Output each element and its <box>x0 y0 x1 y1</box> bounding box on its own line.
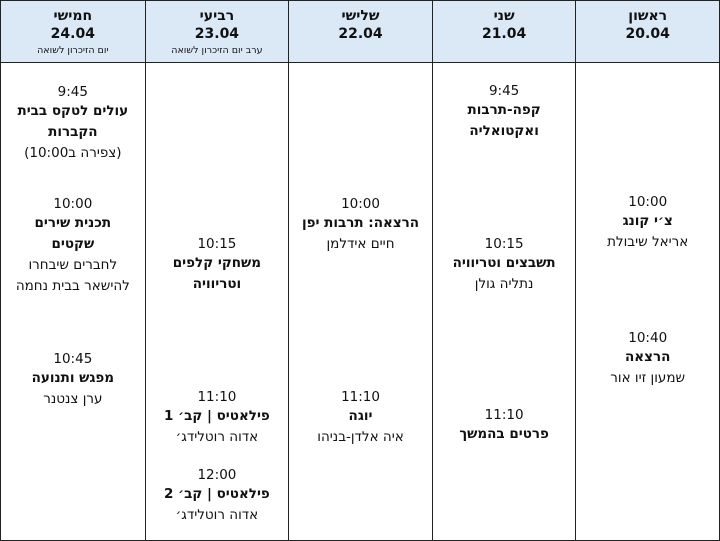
day-header: ראשון 20.04 <box>576 1 719 63</box>
day-name: שני <box>493 8 515 24</box>
event-time: 10:00 <box>341 196 380 212</box>
day-date: 24.04 <box>50 26 95 42</box>
event-time: 10:45 <box>53 351 93 367</box>
event-time: 11:10 <box>197 389 237 405</box>
day-name: ראשון <box>628 8 668 24</box>
schedule-event: 10:00 הרצאה: תרבות יפן חיים אידלמן <box>289 195 432 255</box>
event-time: 10:00 <box>628 194 668 210</box>
day-date: 22.04 <box>338 26 383 42</box>
event-time: 12:00 <box>197 467 237 483</box>
event-subtitle: אדוה רוטלידג׳ <box>175 429 259 445</box>
event-subtitle: אריאל שיבולת <box>607 234 689 250</box>
event-title: מפגש ותנועה <box>31 370 115 386</box>
day-date: 21.04 <box>481 26 527 42</box>
event-title: קפה-תרבות ואקטואליה <box>467 102 541 139</box>
schedule-event: 10:40 הרצאה שמעון זיו אור <box>576 329 719 389</box>
day-note: ערב יום הזיכרון לשואה <box>171 45 263 56</box>
schedule-event: 11:10 פילאטיס | קב׳ 1 אדוה רוטלידג׳ <box>146 388 289 448</box>
event-title: הרצאה: תרבות יפן <box>301 215 420 231</box>
event-time: 10:15 <box>484 236 524 252</box>
event-time: 9:45 <box>57 84 88 100</box>
event-subtitle: נתליה גולן <box>474 276 534 292</box>
event-subtitle: חיים אידלמן <box>326 236 395 252</box>
day-name: רביעי <box>199 8 235 24</box>
schedule-event: 11:10 יוגה איה אלדן-בניהו <box>289 388 432 448</box>
event-subtitle: שמעון זיו אור <box>610 370 686 386</box>
day-column-wednesday: רביעי 23.04 ערב יום הזיכרון לשואה 10:15 … <box>144 1 289 540</box>
event-title: עולים לטקס בבית הקברות <box>17 103 129 140</box>
event-time: 10:40 <box>628 330 668 346</box>
schedule-event: 9:45 עולים לטקס בבית הקברות (צפירה ב10:0… <box>1 83 145 164</box>
day-name: חמישי <box>53 8 93 24</box>
event-title: פילאטיס | קב׳ 2 <box>164 486 270 502</box>
schedule-event: 10:45 מפגש ותנועה ערן צנטנר <box>1 350 145 410</box>
day-column-monday: שני 21.04 9:45 קפה-תרבות ואקטואליה 10:15… <box>431 1 576 540</box>
schedule-event: 10:15 משחקי קלפים וטריוויה <box>146 235 289 295</box>
event-subtitle: איה אלדן-בניהו <box>317 429 404 445</box>
day-column-sunday: ראשון 20.04 10:00 צ׳י קונג אריאל שיבולת … <box>575 1 719 540</box>
day-header: שלישי 22.04 <box>289 1 432 63</box>
event-time: 11:10 <box>341 389 380 405</box>
day-name: שלישי <box>341 8 380 24</box>
event-title: משחקי קלפים וטריוויה <box>172 255 262 292</box>
event-subtitle: ערן צנטנר <box>43 391 103 407</box>
day-header: שני 21.04 <box>432 1 576 63</box>
day-date: 20.04 <box>625 26 670 42</box>
event-title: יוגה <box>348 408 373 424</box>
event-title: פרטים בהמשך <box>459 426 549 442</box>
event-title: תכנית שירים שקטים <box>34 215 112 252</box>
schedule-event: 12:00 פילאטיס | קב׳ 2 אדוה רוטלידג׳ <box>146 466 289 526</box>
event-title: תשבצים וטריוויה <box>452 255 556 271</box>
day-column-thursday: חמישי 24.04 יום הזיכרון לשואה 9:45 עולים… <box>1 1 145 540</box>
day-header: רביעי 23.04 ערב יום הזיכרון לשואה <box>145 1 289 63</box>
event-title: צ׳י קונג <box>622 213 673 229</box>
event-time: 10:15 <box>197 236 237 252</box>
day-column-tuesday: שלישי 22.04 10:00 הרצאה: תרבות יפן חיים … <box>288 1 432 540</box>
schedule-event: 10:15 תשבצים וטריוויה נתליה גולן <box>433 235 576 295</box>
day-header: חמישי 24.04 יום הזיכרון לשואה <box>1 1 145 63</box>
event-subtitle: לחברים שיבחרו להישאר בבית נחמה <box>15 257 130 294</box>
schedule-event: 9:45 קפה-תרבות ואקטואליה <box>433 82 576 142</box>
event-subtitle: אדוה רוטלידג׳ <box>175 507 259 523</box>
day-date: 23.04 <box>194 26 240 42</box>
schedule-event: 11:10 פרטים בהמשך <box>433 406 576 445</box>
event-time: 9:45 <box>488 83 520 99</box>
event-title: הרצאה <box>625 349 671 365</box>
event-title: פילאטיס | קב׳ 1 <box>164 408 270 424</box>
schedule-event: 10:00 תכנית שירים שקטים לחברים שיבחרו לה… <box>1 195 145 297</box>
day-note: יום הזיכרון לשואה <box>37 45 109 56</box>
event-subtitle: (צפירה ב10:00) <box>24 145 122 161</box>
schedule-event: 10:00 צ׳י קונג אריאל שיבולת <box>576 193 719 253</box>
event-time: 11:10 <box>484 407 524 423</box>
event-time: 10:00 <box>53 196 93 212</box>
